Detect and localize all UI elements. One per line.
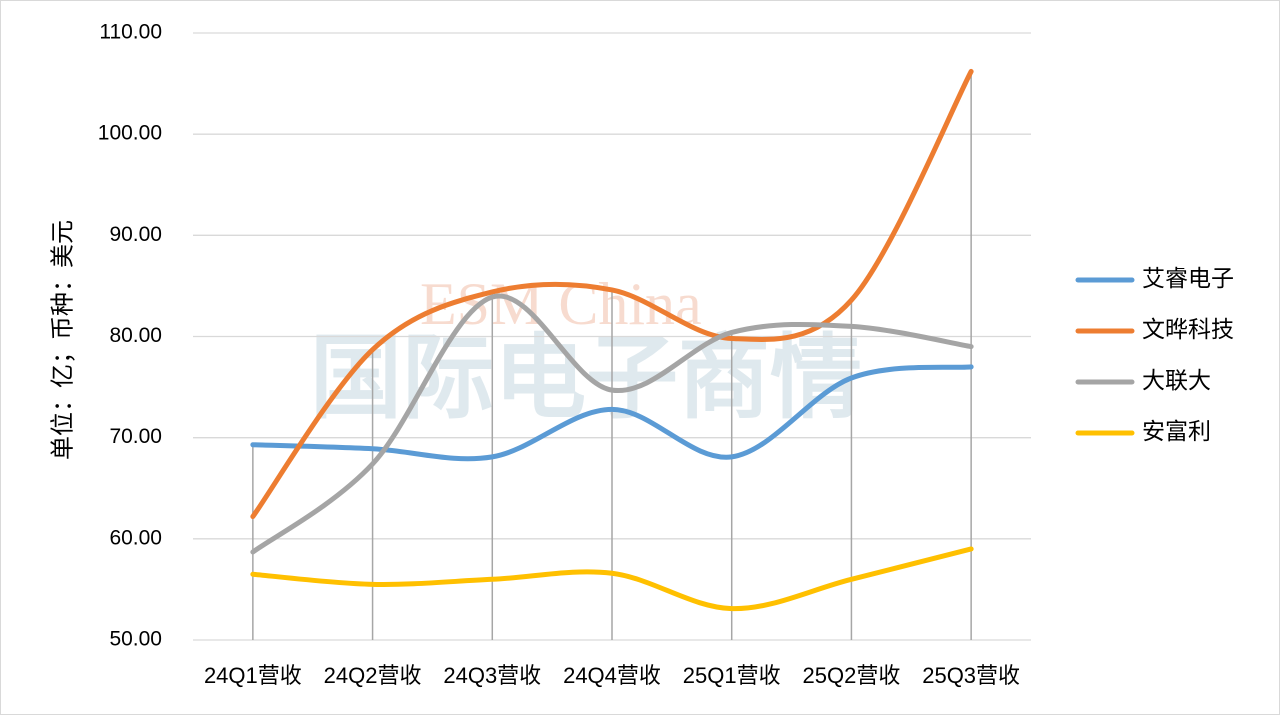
x-tick-label: 24Q2营收 (324, 663, 422, 688)
legend-label: 艾睿电子 (1142, 265, 1234, 291)
y-tick-label: 90.00 (109, 223, 162, 246)
y-tick-label: 80.00 (109, 324, 162, 347)
x-tick-label: 25Q1营收 (683, 663, 781, 688)
x-tick-label: 24Q4营收 (563, 663, 661, 688)
line-series (250, 293, 974, 555)
y-tick-label: 60.00 (109, 526, 162, 549)
watermark: ESM China (420, 271, 702, 337)
x-tick-label: 25Q2营收 (803, 663, 901, 688)
x-tick-label: 24Q1营收 (204, 663, 302, 688)
line-series (250, 68, 974, 520)
legend-label: 大联大 (1142, 367, 1211, 393)
legend-label: 文晔科技 (1142, 316, 1234, 342)
line-series (250, 546, 974, 612)
y-tick-label: 110.00 (99, 21, 162, 44)
legend-label: 安富利 (1142, 418, 1211, 444)
line-series (250, 364, 974, 462)
y-axis-label: 单位：亿；币种：美元 (49, 220, 76, 460)
x-tick-label: 25Q3营收 (922, 663, 1020, 688)
y-tick-label: 100.00 (98, 122, 162, 145)
y-tick-label: 70.00 (109, 425, 162, 448)
x-tick-label: 24Q3营收 (443, 663, 541, 688)
y-tick-label: 50.00 (109, 628, 162, 651)
